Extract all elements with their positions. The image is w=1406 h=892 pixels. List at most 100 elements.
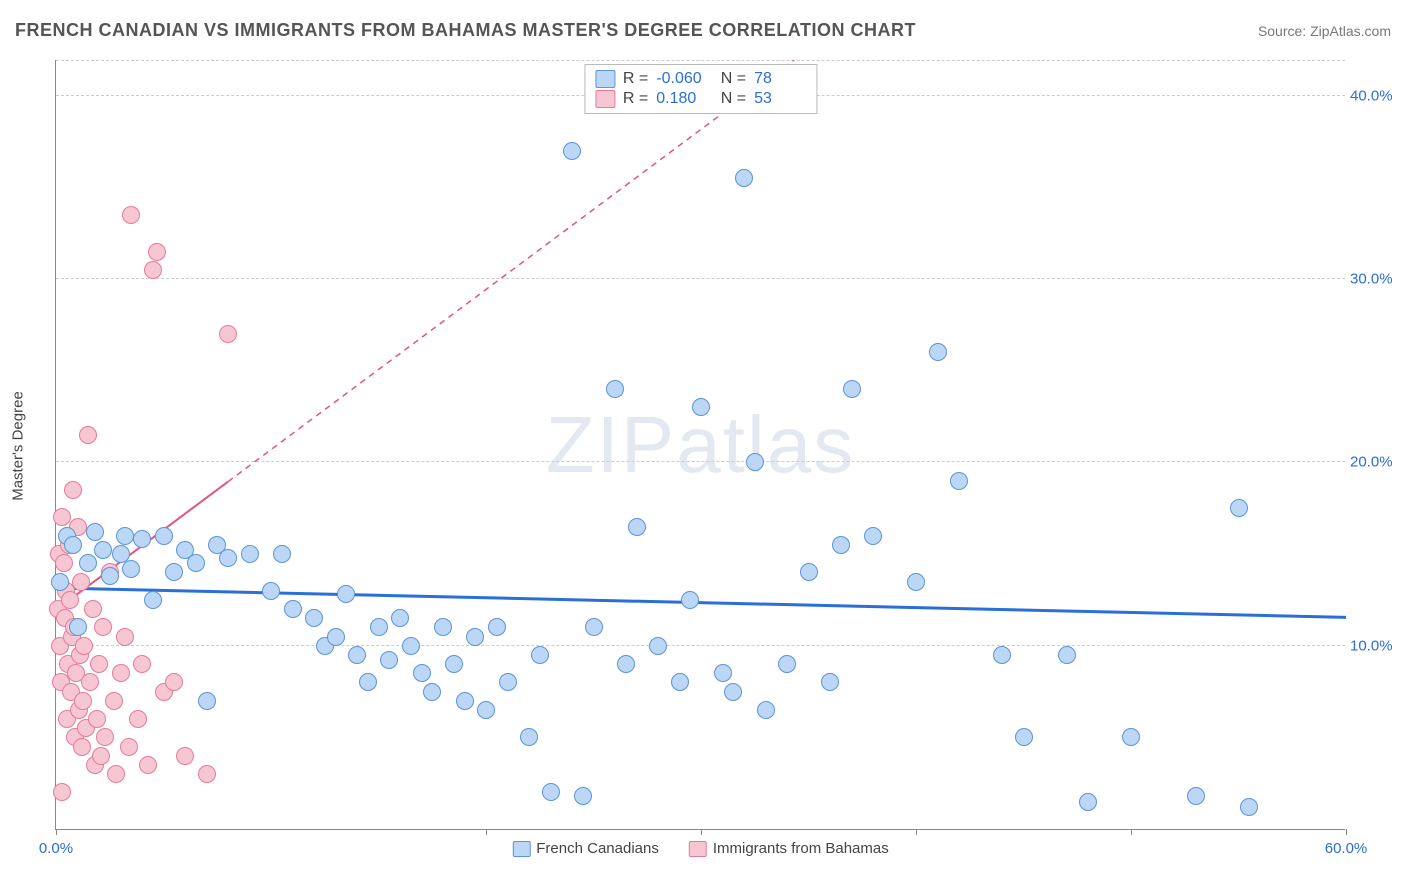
french_canadian-point [434,618,452,636]
bahamas-point [81,673,99,691]
scatter-plot: ZIPatlas 10.0%20.0%30.0%40.0%0.0%60.0%R … [55,60,1345,830]
y-tick-label: 10.0% [1350,637,1400,654]
x-tick-mark [1346,829,1347,835]
y-tick-label: 30.0% [1350,271,1400,288]
french_canadian-point [64,536,82,554]
bahamas-point [90,655,108,673]
french_canadian-point [1079,793,1097,811]
french_canadian-point [628,518,646,536]
bahamas-point [94,618,112,636]
french_canadian-point [423,683,441,701]
bahamas-point [61,591,79,609]
french_canadian-point [413,664,431,682]
french_canadian-point [531,646,549,664]
stats-legend: R =-0.060 N =78R =0.180 N =53 [584,64,817,114]
french_canadian-point [542,783,560,801]
bahamas-point [72,573,90,591]
y-axis-label: Master's Degree [10,391,27,501]
french_canadian-point [832,536,850,554]
bahamas-point [84,600,102,618]
bahamas-point [139,756,157,774]
french_canadian-point [241,545,259,563]
bahamas-point [92,747,110,765]
french_canadian-point [1015,728,1033,746]
legend-swatch [595,70,615,88]
french_canadian-point [101,567,119,585]
bahamas-point [75,637,93,655]
x-tick-mark [486,829,487,835]
stat-r-value: 0.180 [656,90,708,108]
legend-label: Immigrants from Bahamas [713,840,889,857]
x-tick-mark [56,829,57,835]
french_canadian-point [907,573,925,591]
french_canadian-point [359,673,377,691]
bahamas-point [198,765,216,783]
french_canadian-point [402,637,420,655]
gridline [56,461,1345,462]
french_canadian-point [144,591,162,609]
french_canadian-point [133,530,151,548]
gridline [56,645,1345,646]
french_canadian-point [520,728,538,746]
french_canadian-point [585,618,603,636]
french_canadian-point [1187,787,1205,805]
french_canadian-point [187,554,205,572]
stat-n-label: N = [716,70,746,88]
french_canadian-point [843,380,861,398]
stats-row: R =0.180 N =53 [595,89,806,109]
chart-title: FRENCH CANADIAN VS IMMIGRANTS FROM BAHAM… [15,20,916,41]
bahamas-point [88,710,106,728]
french_canadian-point [1058,646,1076,664]
french_canadian-point [714,664,732,682]
french_canadian-point [86,523,104,541]
bahamas-point [107,765,125,783]
y-tick-label: 20.0% [1350,454,1400,471]
french_canadian-point [574,787,592,805]
french_canadian-point [122,560,140,578]
french_canadian-point [606,380,624,398]
french_canadian-point [563,142,581,160]
stat-n-value: 53 [754,90,806,108]
legend-label: French Canadians [536,840,659,857]
french_canadian-point [273,545,291,563]
french_canadian-point [993,646,1011,664]
stat-r-value: -0.060 [656,70,708,88]
bahamas-point [129,710,147,728]
french_canadian-point [499,673,517,691]
french_canadian-point [477,701,495,719]
french_canadian-point [305,609,323,627]
bahamas-point [73,738,91,756]
french_canadian-point [821,673,839,691]
french_canadian-point [929,343,947,361]
bahamas-point [105,692,123,710]
bottom-legend: French Canadians Immigrants from Bahamas [512,840,888,857]
french_canadian-point [950,472,968,490]
french_canadian-point [380,651,398,669]
x-tick-label: 0.0% [39,840,73,857]
stat-r-label: R = [623,90,648,108]
bahamas-point [64,481,82,499]
x-tick-mark [1131,829,1132,835]
bahamas-point [53,783,71,801]
legend-item: French Canadians [512,840,659,857]
french_canadian-point [466,628,484,646]
french_canadian-point [348,646,366,664]
french_canadian-point [778,655,796,673]
french_canadian-point [155,527,173,545]
bahamas-point [165,673,183,691]
bahamas-point [219,325,237,343]
trend-lines [56,60,1346,830]
french_canadian-point [165,563,183,581]
bahamas-point [144,261,162,279]
french_canadian-point [456,692,474,710]
french_canadian-point [445,655,463,673]
bahamas-point [133,655,151,673]
bahamas-point [176,747,194,765]
legend-swatch [689,841,707,857]
stat-n-value: 78 [754,70,806,88]
french_canadian-point [79,554,97,572]
french_canadian-point [617,655,635,673]
french_canadian-point [735,169,753,187]
french_canadian-point [284,600,302,618]
bahamas-point [116,628,134,646]
